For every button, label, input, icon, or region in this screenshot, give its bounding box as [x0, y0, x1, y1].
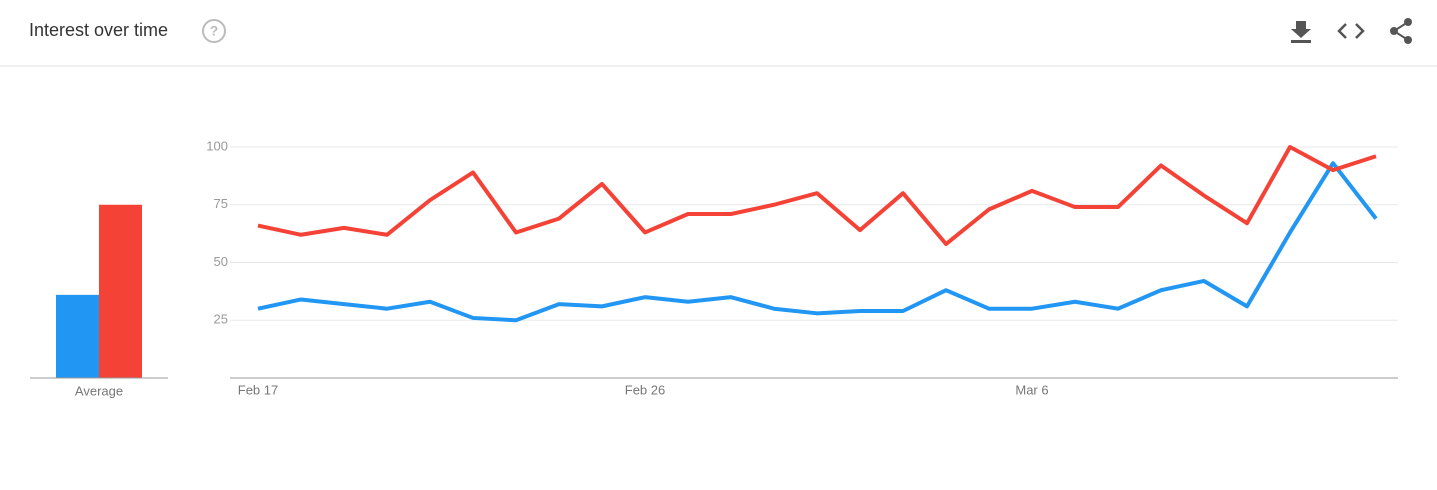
x-tick-label: Feb 26	[625, 382, 665, 397]
x-tick-label: Average	[75, 383, 123, 398]
bar	[99, 204, 142, 378]
embed-icon[interactable]	[1337, 23, 1365, 39]
bar	[56, 294, 99, 378]
card-title: Interest over time	[29, 20, 168, 40]
share-icon[interactable]	[1390, 18, 1412, 44]
line-series	[257, 145, 1377, 247]
y-tick-label: 50	[214, 254, 228, 269]
x-tick-label: Feb 17	[238, 382, 278, 397]
help-icon[interactable]: ?	[202, 19, 226, 43]
y-tick-label: 100	[206, 138, 228, 153]
line-series	[257, 161, 1378, 323]
y-tick-label: 75	[214, 196, 228, 211]
y-tick-label: 25	[214, 312, 228, 327]
x-tick-label: Mar 6	[1015, 382, 1048, 397]
svg-text:?: ?	[210, 23, 219, 39]
download-icon[interactable]	[1291, 21, 1311, 43]
